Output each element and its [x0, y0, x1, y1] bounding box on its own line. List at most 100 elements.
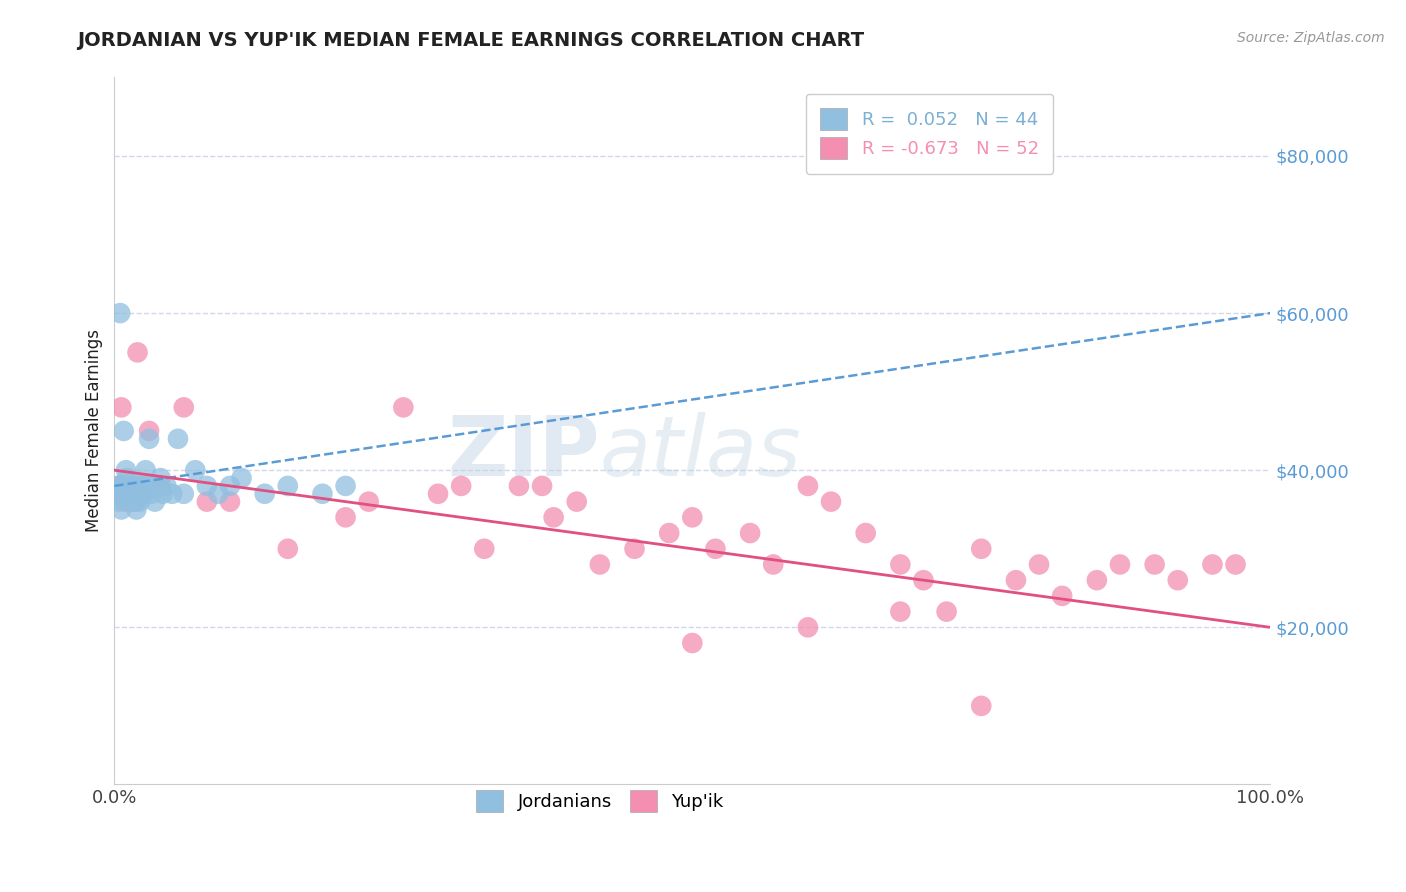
Point — [117, 487, 139, 501]
Point — [335, 479, 357, 493]
Point — [1225, 558, 1247, 572]
Text: JORDANIAN VS YUP'IK MEDIAN FEMALE EARNINGS CORRELATION CHART: JORDANIAN VS YUP'IK MEDIAN FEMALE EARNIN… — [77, 31, 865, 50]
Point — [117, 487, 139, 501]
Point — [623, 541, 645, 556]
Point — [132, 487, 155, 501]
Point — [589, 558, 612, 572]
Point — [1050, 589, 1073, 603]
Point — [122, 494, 145, 508]
Point — [110, 401, 132, 415]
Point — [658, 526, 681, 541]
Point — [115, 494, 138, 508]
Point — [1028, 558, 1050, 572]
Point — [935, 605, 957, 619]
Point — [121, 479, 143, 493]
Legend: Jordanians, Yup'ik: Jordanians, Yup'ik — [464, 778, 737, 825]
Point — [681, 636, 703, 650]
Point — [1005, 573, 1028, 587]
Point — [531, 479, 554, 493]
Point — [1109, 558, 1132, 572]
Point — [195, 479, 218, 493]
Point — [762, 558, 785, 572]
Point — [970, 698, 993, 713]
Point — [472, 541, 495, 556]
Point — [207, 487, 229, 501]
Point — [173, 487, 195, 501]
Point — [565, 494, 588, 508]
Point — [127, 479, 149, 493]
Point — [889, 558, 911, 572]
Point — [167, 432, 190, 446]
Point — [115, 463, 138, 477]
Point — [155, 479, 177, 493]
Point — [543, 510, 565, 524]
Point — [797, 479, 820, 493]
Point — [277, 541, 299, 556]
Point — [1143, 558, 1166, 572]
Point — [855, 526, 877, 541]
Point — [704, 541, 727, 556]
Point — [311, 487, 333, 501]
Point — [392, 401, 415, 415]
Point — [112, 487, 135, 501]
Text: ZIP: ZIP — [447, 411, 600, 492]
Point — [111, 479, 134, 493]
Point — [108, 479, 131, 493]
Point — [105, 479, 128, 493]
Point — [149, 471, 172, 485]
Point — [450, 479, 472, 493]
Text: atlas: atlas — [600, 411, 801, 492]
Point — [184, 463, 207, 477]
Point — [427, 487, 450, 501]
Point — [970, 541, 993, 556]
Point — [138, 424, 160, 438]
Point — [219, 479, 242, 493]
Point — [152, 487, 174, 501]
Point — [148, 479, 170, 493]
Point — [129, 479, 152, 493]
Point — [357, 494, 380, 508]
Point — [160, 487, 183, 501]
Point — [121, 479, 143, 493]
Point — [112, 424, 135, 438]
Point — [135, 463, 157, 477]
Point — [219, 494, 242, 508]
Point — [128, 494, 150, 508]
Point — [107, 487, 129, 501]
Point — [120, 494, 142, 508]
Point — [125, 502, 148, 516]
Point — [122, 487, 145, 501]
Point — [138, 432, 160, 446]
Point — [1167, 573, 1189, 587]
Point — [149, 479, 172, 493]
Point — [681, 510, 703, 524]
Point — [124, 494, 146, 508]
Point — [143, 494, 166, 508]
Point — [1201, 558, 1223, 572]
Point — [115, 471, 138, 485]
Point — [738, 526, 761, 541]
Point — [912, 573, 935, 587]
Point — [889, 605, 911, 619]
Point — [141, 487, 163, 501]
Text: Source: ZipAtlas.com: Source: ZipAtlas.com — [1237, 31, 1385, 45]
Point — [508, 479, 530, 493]
Point — [108, 494, 131, 508]
Point — [128, 487, 150, 501]
Point — [820, 494, 842, 508]
Point — [277, 479, 299, 493]
Point — [114, 479, 136, 493]
Point — [124, 479, 146, 493]
Point — [135, 479, 157, 493]
Point — [118, 479, 141, 493]
Point — [253, 487, 276, 501]
Point — [797, 620, 820, 634]
Point — [110, 502, 132, 516]
Point — [1085, 573, 1108, 587]
Point — [335, 510, 357, 524]
Y-axis label: Median Female Earnings: Median Female Earnings — [86, 329, 103, 533]
Point — [132, 487, 155, 501]
Point — [173, 401, 195, 415]
Point — [127, 345, 149, 359]
Point — [195, 494, 218, 508]
